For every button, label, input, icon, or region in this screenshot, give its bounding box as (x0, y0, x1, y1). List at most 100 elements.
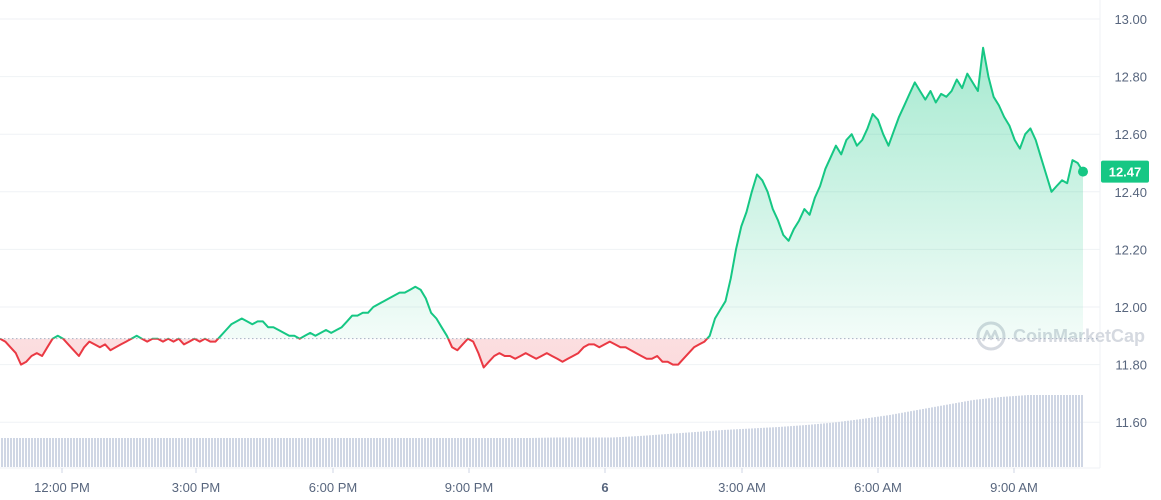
volume-bar (676, 433, 678, 467)
volume-bar (862, 418, 864, 467)
volume-bar (955, 403, 957, 467)
volume-bar (454, 438, 456, 467)
volume-bar (544, 437, 546, 467)
volume-bar (94, 438, 96, 467)
volume-bar (562, 437, 564, 467)
current-price-dot (1078, 166, 1088, 177)
volume-bar (805, 425, 807, 467)
volume-bar (559, 437, 561, 467)
x-tick-label: 6:00 PM (309, 480, 357, 495)
volume-bar (136, 438, 138, 467)
volume-bar (688, 432, 690, 467)
volume-bar (808, 424, 810, 467)
volume-bar (223, 438, 225, 467)
volume-bar (565, 437, 567, 467)
area-fill-up (52, 47, 1083, 339)
volume-bar (1072, 395, 1074, 467)
volume-bar (625, 436, 627, 467)
volume-bar (76, 438, 78, 467)
y-tick-label: 13.00 (1114, 12, 1147, 27)
volume-bar (160, 438, 162, 467)
volume-bar (391, 438, 393, 467)
volume-bar (784, 426, 786, 467)
volume-bar (7, 438, 9, 467)
volume-bar (106, 438, 108, 467)
volume-bar (304, 438, 306, 467)
volume-bar (850, 420, 852, 467)
volume-bar (1051, 395, 1053, 467)
volume-bar (877, 416, 879, 467)
volume-bar (34, 438, 36, 467)
volume-bar (265, 438, 267, 467)
y-tick-label: 11.80 (1115, 358, 1147, 373)
volume-bar (400, 438, 402, 467)
volume-bar (193, 438, 195, 467)
volume-bar (847, 420, 849, 467)
volume-bar (382, 438, 384, 467)
volume-bar (1078, 395, 1080, 467)
volume-bar (286, 438, 288, 467)
volume-bar (88, 438, 90, 467)
volume-bar (739, 429, 741, 467)
volume-bar (505, 438, 507, 467)
volume-bar (46, 438, 48, 467)
volume-bar (1018, 395, 1020, 467)
volume-bar (859, 419, 861, 467)
volume-bar (604, 437, 606, 467)
volume-bar (172, 438, 174, 467)
volume-bar (28, 438, 30, 467)
volume-bar (424, 438, 426, 467)
volume-bar (589, 437, 591, 467)
area-fill (0, 47, 1083, 368)
volume-bar (277, 438, 279, 467)
volume-bar (121, 438, 123, 467)
volume-bar (1081, 395, 1083, 467)
volume-bar (1030, 395, 1032, 467)
volume-bar (940, 405, 942, 467)
volume-bar (787, 426, 789, 467)
volume-bar (682, 432, 684, 467)
volume-bar (643, 435, 645, 467)
volume-bar (298, 438, 300, 467)
volume-bar (871, 417, 873, 467)
volume-bar (13, 438, 15, 467)
volume-bar (529, 437, 531, 467)
volume-bar (595, 437, 597, 467)
volume-bar (628, 436, 630, 467)
volume-bar (343, 438, 345, 467)
volume-bar (832, 422, 834, 467)
volume-bar (937, 406, 939, 467)
volume-bar (205, 438, 207, 467)
volume-bar (928, 407, 930, 467)
volume-bar (514, 438, 516, 467)
volume-bar (25, 438, 27, 467)
volume-bar (55, 438, 57, 467)
volume-bar (751, 428, 753, 467)
volume-bar (835, 422, 837, 467)
volume-bar (640, 435, 642, 467)
price-line-down (0, 338, 709, 369)
volume-bar (685, 432, 687, 467)
volume-bar (520, 438, 522, 467)
volume-bar (943, 405, 945, 467)
volume-bar (694, 432, 696, 467)
volume-bar (217, 438, 219, 467)
volume-bar (274, 438, 276, 467)
volume-bar (415, 438, 417, 467)
volume-bar (85, 438, 87, 467)
volume-bar (844, 421, 846, 467)
y-tick-label: 12.80 (1114, 70, 1147, 85)
volume-bar (259, 438, 261, 467)
grid-lines (0, 0, 1101, 469)
volume-bar (112, 438, 114, 467)
volume-bar (145, 438, 147, 467)
volume-bar (916, 410, 918, 467)
volume-bar (238, 438, 240, 467)
volume-bar (292, 438, 294, 467)
volume-bar (610, 437, 612, 467)
volume-bar (109, 438, 111, 467)
volume-bar (997, 397, 999, 467)
volume-bar (814, 424, 816, 467)
volume-bar (232, 438, 234, 467)
volume-bar (499, 438, 501, 467)
